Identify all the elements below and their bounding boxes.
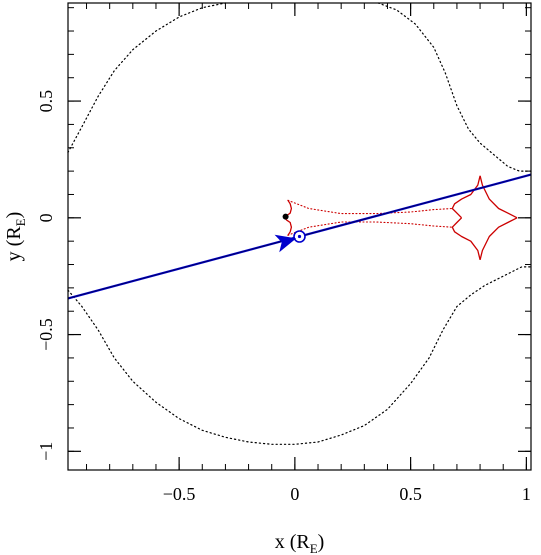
- tick-labels: −0.5 0 0.5 1 −1 −0.5 0 0.5: [36, 90, 531, 504]
- x-axis-label-close: ): [318, 531, 325, 553]
- caustic-solid-segment: [451, 217, 481, 260]
- critical-curve-segment: [67, 2, 226, 153]
- x-axis-label-sub: E: [310, 541, 318, 555]
- y-axis-label-sub: E: [13, 218, 28, 226]
- y-tick-label: −1: [36, 442, 56, 461]
- y-axis-label-main: y (R: [3, 226, 25, 262]
- x-tick-label: 0: [290, 484, 299, 504]
- major-ticks: [68, 3, 531, 470]
- lens-point: [282, 213, 289, 220]
- x-axis-label: x (RE): [275, 531, 325, 555]
- caustic-dotted-segment: [287, 199, 453, 215]
- source-center-dot: [297, 234, 302, 239]
- x-axis-label-main: x (R: [275, 531, 311, 553]
- caustic-solid-segment: [479, 175, 518, 219]
- plot-frame: [67, 2, 532, 471]
- caustic-dotted-segment: [287, 221, 453, 236]
- y-axis-label-close: ): [3, 212, 25, 219]
- x-tick-label: 1: [522, 484, 531, 504]
- critical-curve-segment: [67, 266, 532, 445]
- markers: [274, 213, 306, 253]
- y-axis-label: y (RE): [3, 212, 28, 262]
- x-tick-label: 0.5: [399, 484, 422, 504]
- direction-arrowhead: [274, 234, 297, 253]
- caustic-solid-segment: [479, 217, 518, 260]
- caustic-solid-segment: [451, 175, 481, 219]
- critical-curve-segment: [377, 2, 532, 172]
- y-tick-label: 0: [36, 213, 56, 222]
- y-tick-label: −0.5: [36, 318, 56, 351]
- x-tick-label: −0.5: [163, 484, 196, 504]
- critical-curves: [67, 2, 532, 445]
- y-tick-label: 0.5: [36, 90, 56, 113]
